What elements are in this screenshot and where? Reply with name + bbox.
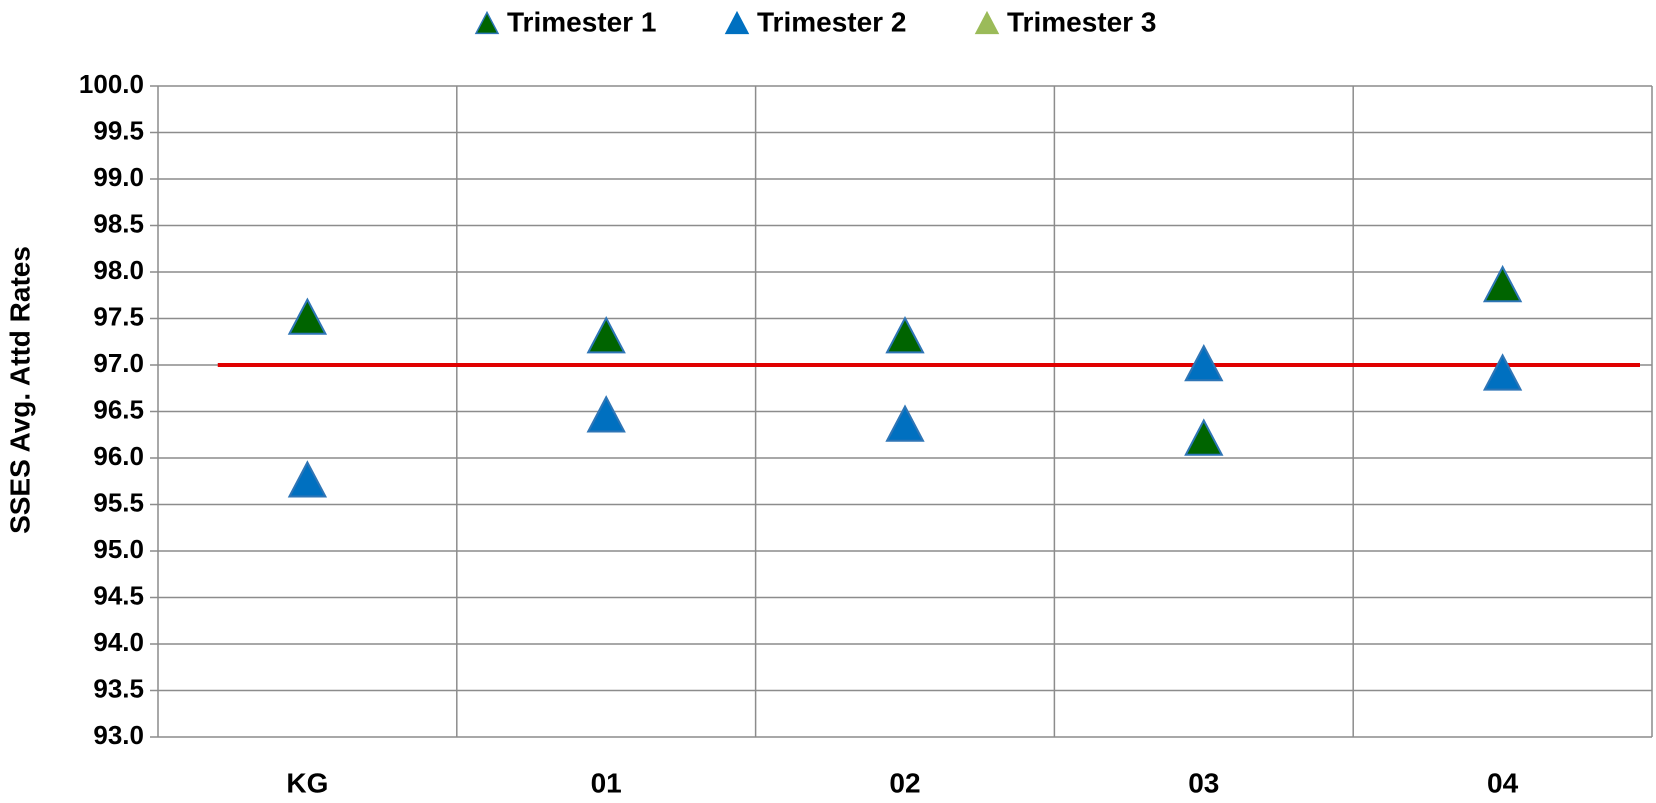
y-tick-label: 95.5 — [93, 487, 144, 517]
y-tick-label: 93.0 — [93, 720, 144, 750]
y-tick-label: 98.0 — [93, 255, 144, 285]
marker — [1482, 264, 1523, 303]
x-tick-label: 01 — [591, 767, 622, 798]
x-tick-label: 02 — [889, 767, 920, 798]
y-tick-label: 94.5 — [93, 580, 144, 610]
legend-label: Trimester 2 — [757, 6, 906, 37]
marker — [287, 297, 328, 335]
y-tick-label: 93.5 — [93, 673, 144, 703]
y-tick-label: 100.0 — [79, 69, 144, 99]
legend-marker — [724, 10, 750, 35]
x-tick-label: 04 — [1487, 767, 1519, 798]
y-tick-label: 97.0 — [93, 348, 144, 378]
legend-marker — [474, 10, 500, 35]
x-tick-label: KG — [286, 767, 328, 798]
x-tick-label: 03 — [1188, 767, 1219, 798]
marker — [287, 460, 328, 498]
y-tick-label: 96.0 — [93, 441, 144, 471]
y-tick-label: 94.0 — [93, 627, 144, 657]
legend-label: Trimester 1 — [507, 6, 656, 37]
y-tick-label: 97.5 — [93, 301, 144, 331]
y-tick-label: 96.5 — [93, 394, 144, 424]
marker — [586, 316, 626, 354]
y-axis-label: SSES Avg. Attd Rates — [4, 246, 35, 534]
y-tick-label: 98.5 — [93, 208, 144, 238]
y-tick-label: 99.5 — [93, 115, 144, 145]
y-tick-label: 99.0 — [93, 162, 144, 192]
y-tick-label: 95.0 — [93, 534, 144, 564]
legend-marker — [974, 10, 1000, 35]
marker — [1184, 418, 1224, 456]
marker — [885, 404, 925, 442]
marker — [1184, 343, 1224, 382]
marker — [586, 395, 626, 433]
marker — [1482, 353, 1523, 391]
legend-label: Trimester 3 — [1007, 6, 1156, 37]
marker — [885, 316, 925, 354]
